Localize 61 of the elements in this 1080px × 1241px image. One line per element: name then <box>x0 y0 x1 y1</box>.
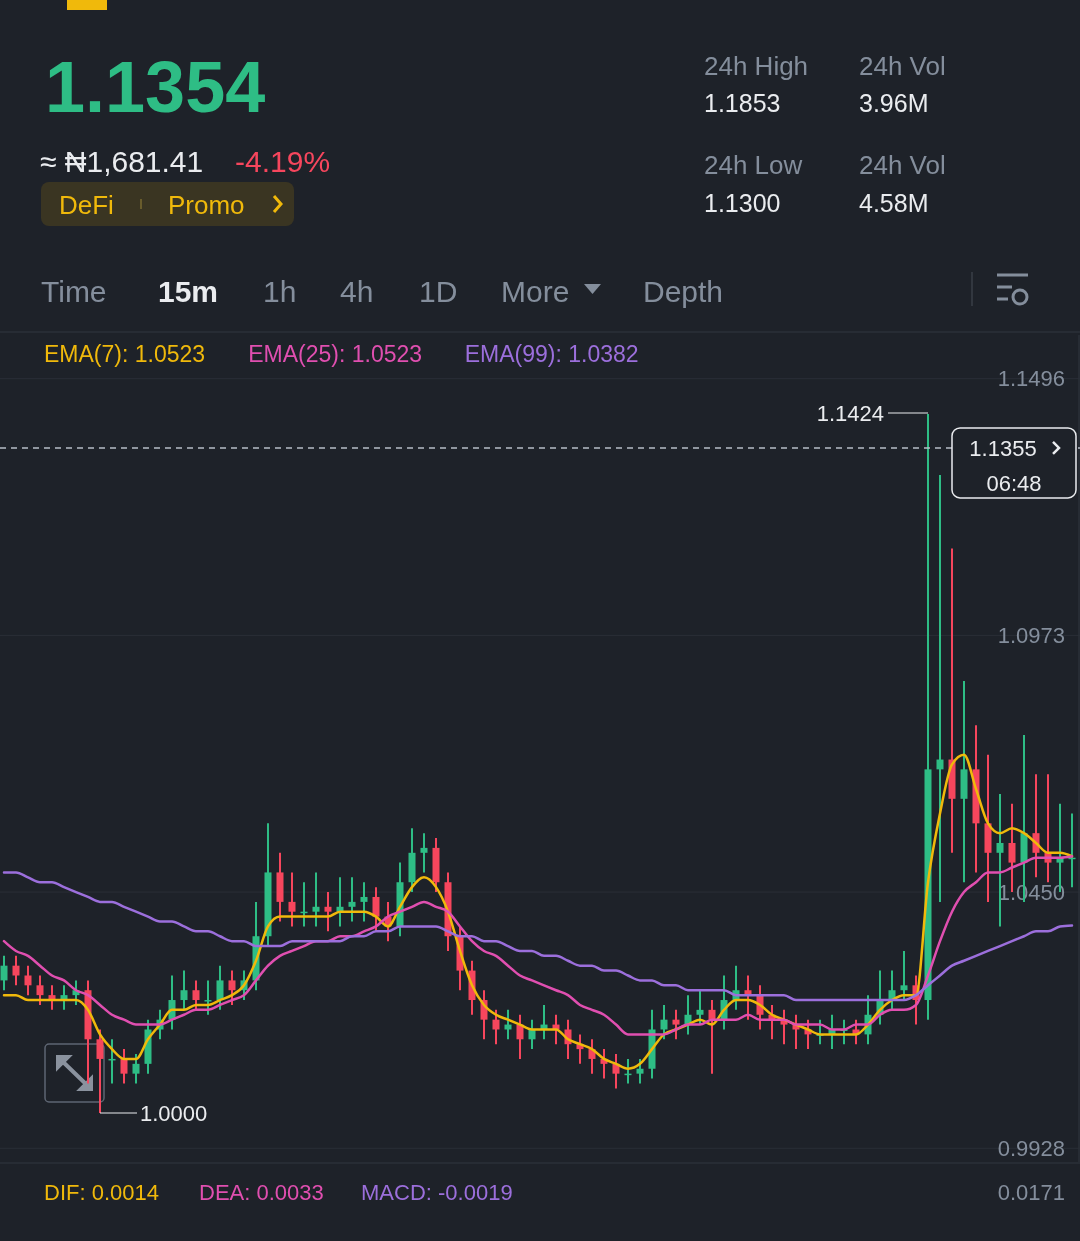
text: DIF: 0.0014 <box>44 1180 159 1205</box>
annotation: 06:48 <box>986 471 1042 496</box>
annotation: 1.0000 <box>140 1101 208 1126</box>
candlestick <box>0 954 8 992</box>
text: EMA(25): 1.0523 <box>248 341 423 367</box>
candlestick <box>228 969 236 1006</box>
text: More <box>501 275 570 308</box>
candlestick <box>420 832 428 874</box>
candlestick <box>372 886 380 933</box>
candlestick <box>492 1008 500 1046</box>
candlestick <box>672 1008 680 1041</box>
candlestick <box>696 989 704 1026</box>
text: EMA(99): 1.0382 <box>464 341 639 367</box>
candlestick <box>120 1048 128 1085</box>
candlestick <box>96 1028 104 1114</box>
candlestick <box>360 881 368 923</box>
text: 24h High <box>704 51 809 81</box>
text: -4.19% <box>235 145 331 178</box>
text: 24h Vol <box>859 51 946 81</box>
candlestick <box>312 871 320 928</box>
y-tick-label: 1.1496 <box>997 366 1065 392</box>
candlestick <box>132 1053 140 1085</box>
candlestick <box>324 891 332 933</box>
candlestick <box>900 949 908 1002</box>
candlestick <box>660 1003 668 1041</box>
candlestick <box>204 979 212 1016</box>
text: 4h <box>340 275 374 308</box>
annotation: 1.1424 <box>816 401 884 426</box>
candlestick <box>192 979 200 1011</box>
candlestick <box>216 964 224 1011</box>
line-series <box>2 854 1074 1036</box>
text: MACD: -0.0019 <box>361 1180 513 1205</box>
candlestick <box>936 473 944 903</box>
chart-title: 1.1354 <box>45 47 266 127</box>
text: 1D <box>419 275 458 308</box>
text: 3.96M <box>859 89 929 117</box>
candlestick <box>24 964 32 997</box>
chart-subtitle: ≈ ₦1,681.41 <box>40 145 204 178</box>
text: Promo <box>168 190 245 220</box>
candlestick <box>288 871 296 928</box>
ref-line-label: 1.1355 <box>969 435 1037 461</box>
text: 4.58M <box>859 189 929 217</box>
candlestick <box>36 974 44 1006</box>
text: 1.1853 <box>704 89 781 117</box>
text: Depth <box>643 275 724 308</box>
text: Time <box>41 275 107 308</box>
candlestick <box>180 969 188 1011</box>
candlestick <box>636 1057 644 1085</box>
text: 15m <box>158 275 219 308</box>
text: 1.1300 <box>704 189 781 217</box>
text: 0.0171 <box>997 1180 1065 1205</box>
text: DeFi <box>59 190 114 220</box>
text: DEA: 0.0033 <box>199 1180 324 1205</box>
y-tick-label: 0.9928 <box>997 1135 1065 1161</box>
y-tick-label: 1.0973 <box>997 623 1065 649</box>
candlestick <box>348 876 356 923</box>
text: 1h <box>263 275 297 308</box>
text: 24h Vol <box>859 150 946 180</box>
text: 24h Low <box>704 150 803 180</box>
text: EMA(7): 1.0523 <box>44 341 206 367</box>
candlestick <box>12 954 20 987</box>
